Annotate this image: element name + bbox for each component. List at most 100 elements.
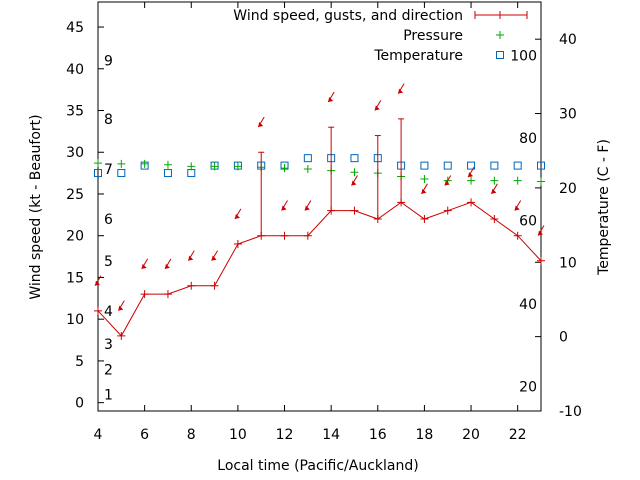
wind-direction-arrow — [444, 175, 452, 186]
arrow-head — [398, 88, 404, 94]
wind-speed-point — [373, 215, 382, 224]
y-left-tick-label: 30 — [66, 145, 84, 161]
temperature-point — [513, 161, 522, 170]
wind-speed-point — [443, 206, 452, 215]
wind-direction-arrow — [420, 183, 428, 195]
beaufort-label: 5 — [104, 254, 113, 270]
y-left-tick-label: 10 — [66, 312, 84, 328]
arrow-head — [538, 230, 543, 236]
left-axis: 0 5 10 15 20 25 30 35 40 45 — [66, 20, 104, 412]
temperature-point — [350, 154, 359, 163]
fahrenheit-label: 80 — [519, 131, 537, 147]
legend-swatch-temperature — [496, 51, 504, 59]
wind-speed-point — [490, 215, 499, 224]
wind-direction-arrow — [187, 250, 195, 261]
beaufort-label: 2 — [104, 362, 113, 378]
wind-direction-arrow — [537, 225, 545, 236]
wind-speed-point — [327, 206, 336, 215]
beaufort-label: 3 — [104, 337, 113, 353]
wind-direction-arrow — [211, 250, 219, 261]
beaufort-scale: 1 2 3 4 5 6 7 8 9 — [104, 53, 113, 403]
legend: Wind speed, gusts, and direction Pressure… — [233, 8, 528, 64]
wind-direction-arrow — [141, 258, 149, 270]
wind-direction-arrow — [94, 275, 102, 286]
wind-speed-point — [210, 281, 219, 290]
pressure-point — [233, 162, 242, 171]
x-tick-label: 14 — [322, 427, 340, 443]
fahrenheit-label: 100 — [510, 49, 537, 65]
x-axis-title: Local time (Pacific/Auckland) — [217, 458, 418, 474]
y-left-tick-label: 25 — [66, 187, 84, 203]
series-layer — [94, 83, 545, 340]
wind-speed-point — [467, 198, 476, 207]
wind-speed-point — [140, 290, 149, 299]
wind-speed-point — [94, 306, 102, 315]
wind-speed-point — [513, 231, 522, 240]
pressure-point — [513, 176, 522, 185]
fahrenheit-label: 40 — [519, 297, 537, 313]
pressure-point — [187, 162, 196, 171]
legend-label-pressure: Pressure — [403, 28, 463, 44]
pressure-point — [94, 159, 102, 168]
temperature-point — [187, 169, 196, 178]
arrow-head — [234, 213, 240, 219]
pressure-point — [303, 164, 312, 173]
wind-speed-point — [187, 281, 196, 290]
beaufort-label: 8 — [104, 112, 113, 128]
wind-speed-point — [397, 198, 406, 207]
arrow-head — [304, 205, 310, 211]
y-left-tick-label: 40 — [66, 62, 84, 78]
x-tick-label: 12 — [276, 427, 294, 443]
right-axis: -10 0 10 20 30 40 — [535, 32, 582, 420]
x-tick-label: 20 — [462, 427, 480, 443]
pressure-point — [163, 160, 172, 169]
y-left-tick-label: 15 — [66, 270, 84, 286]
beaufort-label: 4 — [104, 304, 113, 320]
arrow-head — [164, 263, 170, 269]
temperature-point — [490, 161, 499, 170]
wind-speed-point — [537, 256, 545, 265]
wind-speed-point — [420, 215, 429, 224]
arrow-head — [328, 96, 334, 102]
beaufort-label: 9 — [104, 53, 113, 69]
wind-direction-arrow — [257, 116, 265, 128]
temperature-point — [163, 169, 172, 178]
arrow-head — [188, 255, 194, 261]
wind-direction-arrow — [304, 200, 312, 211]
x-tick-label: 4 — [94, 427, 103, 443]
x-tick-label: 16 — [369, 427, 387, 443]
pressure-point — [490, 176, 499, 185]
wind-speed-point — [350, 206, 359, 215]
y-right-axis-title: Temperature (C - F) — [596, 139, 612, 276]
wind-direction-arrow — [397, 83, 405, 94]
arrow-head — [118, 305, 124, 311]
x-tick-label: 6 — [140, 427, 149, 443]
y-left-tick-label: 0 — [75, 396, 84, 412]
wind-direction-arrow — [351, 175, 358, 186]
plot-frame — [97, 1, 542, 412]
arrow-head — [468, 172, 474, 178]
wind-direction-arrow — [234, 208, 242, 220]
beaufort-label: 7 — [104, 162, 113, 178]
pressure-point — [117, 159, 126, 168]
wind-speed-line — [97, 201, 542, 337]
pressure-point — [537, 177, 545, 186]
temperature-point — [117, 169, 126, 178]
wind-speed-point — [303, 231, 312, 240]
legend-swatch-pressure — [496, 31, 504, 39]
wind-direction-arrow — [374, 100, 382, 111]
arrow-head — [421, 188, 427, 194]
wind-speed-point — [163, 290, 172, 299]
temperature-point — [537, 161, 545, 170]
pressure-point — [210, 162, 219, 171]
wind-direction-arrow — [467, 166, 475, 178]
arrow-head — [258, 122, 264, 128]
wind-direction-arrow — [327, 91, 335, 103]
pressure-point — [280, 164, 289, 173]
wind-direction-arrow — [281, 200, 288, 211]
wind-direction-arrow — [514, 200, 522, 211]
pressure-point — [467, 176, 476, 185]
y-left-tick-label: 20 — [66, 229, 84, 245]
temperature-point — [420, 161, 429, 170]
